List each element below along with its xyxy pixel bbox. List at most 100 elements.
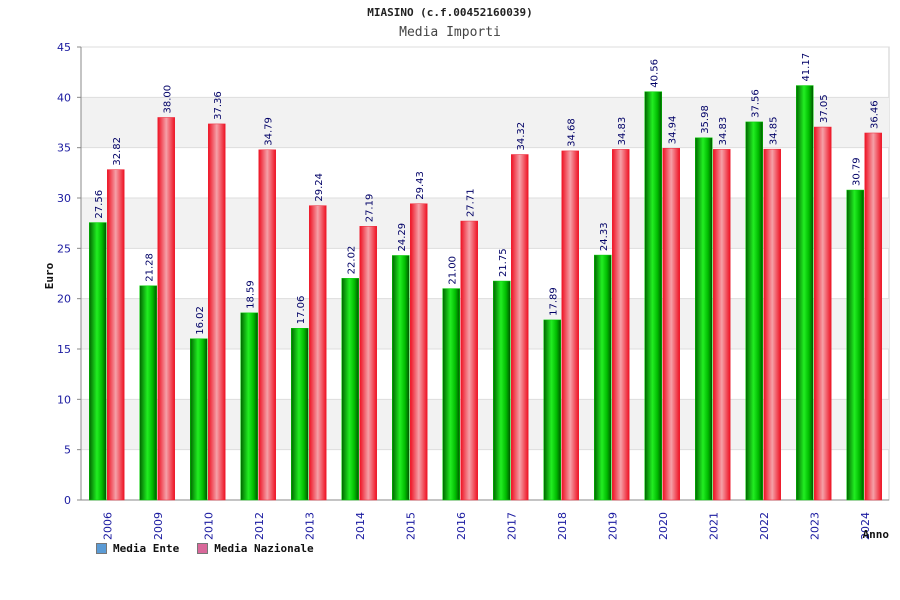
data-label-nazionale: 36.46 [869,100,880,129]
x-tick-label: 2024 [859,512,872,540]
data-label-nazionale: 37.05 [819,94,830,123]
bar-ente [442,288,460,501]
data-label-nazionale: 27.19 [364,194,375,223]
data-label-ente: 21.75 [498,248,509,277]
data-label-nazionale: 34.83 [617,117,628,146]
legend-label-ente: Media Ente [113,542,180,555]
x-tick-label: 2013 [303,512,316,540]
chart-subtitle: Media Importi [399,25,501,40]
bar-ente [846,189,864,501]
bar-ente [291,328,309,501]
data-label-nazionale: 29.43 [415,171,426,200]
data-label-ente: 21.28 [144,253,155,282]
x-tick-label: 2015 [404,512,417,540]
x-tick-label: 2023 [808,512,821,540]
bar-ente [341,278,359,501]
y-tick-label: 20 [57,293,71,306]
bar-nazionale [561,150,579,501]
bar-ente [139,285,157,501]
data-label-ente: 40.56 [649,59,660,88]
data-label-ente: 17.06 [296,296,307,325]
x-axis-label: Anno [863,528,890,541]
x-tick-label: 2016 [455,512,468,540]
data-label-nazionale: 34.94 [667,116,678,145]
legend: Media Ente Media Nazionale [96,542,314,555]
data-label-nazionale: 38.00 [162,85,173,114]
data-label-ente: 41.17 [801,53,812,82]
bar-ente [392,255,410,501]
data-label-ente: 30.79 [851,157,862,186]
y-tick-label: 10 [57,393,71,406]
data-label-ente: 24.33 [599,222,610,251]
legend-item-ente: Media Ente [96,542,179,555]
data-label-ente: 24.29 [397,223,408,252]
x-tick-label: 2009 [152,512,165,540]
legend-label-nazionale: Media Nazionale [214,542,314,555]
bar-ente [745,121,763,501]
x-tick-label: 2018 [556,512,569,540]
data-label-ente: 17.89 [548,287,559,316]
y-tick-label: 25 [57,242,71,255]
bar-nazionale [713,149,731,501]
bar-nazionale [612,149,630,501]
bar-nazionale [107,169,125,501]
data-label-nazionale: 37.36 [213,91,224,120]
y-tick-label: 30 [57,192,71,205]
data-label-ente: 27.56 [94,190,105,219]
y-tick-label: 5 [64,444,71,457]
y-tick-label: 45 [57,41,71,54]
x-tick-label: 2022 [758,512,771,540]
data-label-ente: 22.02 [346,246,357,275]
x-tick-label: 2020 [657,512,670,540]
y-tick-label: 35 [57,142,71,155]
bar-ente [89,222,107,501]
bar-nazionale [460,220,478,501]
bar-ente [493,280,511,501]
x-tick-label: 2019 [606,512,619,540]
x-tick-label: 2017 [505,512,518,540]
data-label-ente: 21.00 [447,256,458,285]
bar-nazionale [157,117,175,501]
data-label-nazionale: 34.68 [566,118,577,147]
bar-nazionale [662,148,680,501]
data-label-ente: 37.56 [750,89,761,118]
data-label-ente: 35.98 [700,105,711,134]
y-axis-label: Euro [43,262,56,289]
bar-ente [695,137,713,501]
bar-ente [796,85,814,501]
legend-item-nazionale: Media Nazionale [197,542,314,555]
data-label-nazionale: 34.32 [516,122,527,151]
x-tick-label: 2021 [707,512,720,540]
data-label-nazionale: 34.83 [718,117,729,146]
bar-nazionale [309,205,327,501]
bar-nazionale [864,132,882,501]
data-label-ente: 18.59 [245,280,256,309]
x-tick-label: 2006 [101,512,114,540]
legend-swatch-nazionale [197,543,209,554]
bar-ente [594,254,612,501]
chart-title: MIASINO (c.f.00452160039) [367,6,533,19]
bar-ente [240,312,258,501]
data-label-nazionale: 32.82 [112,137,123,166]
x-tick-label: 2010 [202,512,215,540]
legend-swatch-ente [96,543,107,554]
bar-nazionale [410,203,428,501]
bar-ente [543,319,561,501]
x-tick-label: 2014 [354,512,367,540]
data-label-nazionale: 29.24 [314,173,325,202]
data-label-ente: 16.02 [195,306,206,335]
x-tick-label: 2012 [253,512,266,540]
y-tick-label: 40 [57,91,71,104]
data-label-nazionale: 34.85 [768,117,779,146]
bar-nazionale [511,154,529,501]
data-label-nazionale: 27.71 [465,188,476,217]
bar-nazionale [814,126,832,501]
y-tick-label: 15 [57,343,71,356]
bar-nazionale [763,148,781,501]
y-tick-label: 0 [64,494,71,507]
bar-nazionale [258,149,276,501]
bar-nazionale [359,226,377,501]
bar-ente [190,338,208,501]
bar-nazionale [208,123,226,501]
